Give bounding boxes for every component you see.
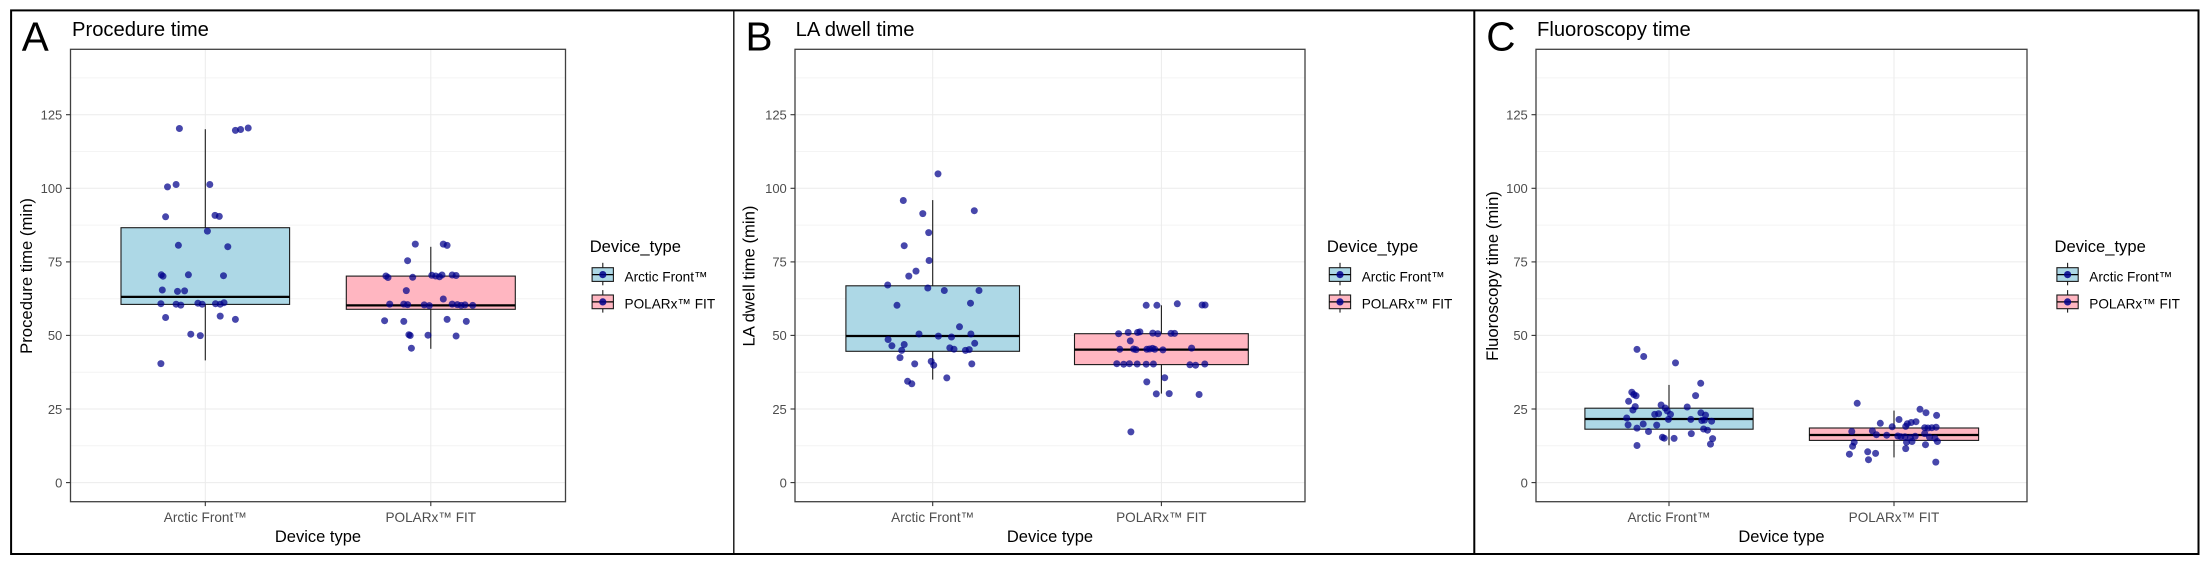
svg-text:75: 75 xyxy=(1513,255,1527,270)
svg-text:0: 0 xyxy=(1521,475,1528,490)
svg-text:Arctic Front™: Arctic Front™ xyxy=(1627,510,1710,525)
svg-text:Device_type: Device_type xyxy=(2055,237,2146,256)
svg-text:125: 125 xyxy=(41,108,63,123)
svg-text:Arctic Front™: Arctic Front™ xyxy=(2089,269,2172,284)
svg-text:Fluoroscopy time: Fluoroscopy time xyxy=(1537,19,1691,41)
svg-text:POLARx™ FIT: POLARx™ FIT xyxy=(1116,510,1207,525)
svg-text:Fluoroscopy time (min): Fluoroscopy time (min) xyxy=(1483,191,1502,361)
svg-text:75: 75 xyxy=(772,255,786,270)
svg-text:B: B xyxy=(746,13,773,59)
svg-text:100: 100 xyxy=(1506,181,1528,196)
svg-text:POLARx™ FIT: POLARx™ FIT xyxy=(1362,297,1453,312)
svg-text:Device type: Device type xyxy=(1738,528,1824,546)
svg-text:Device_type: Device_type xyxy=(1327,237,1418,256)
svg-text:100: 100 xyxy=(41,181,63,196)
svg-text:25: 25 xyxy=(1513,402,1527,417)
svg-text:0: 0 xyxy=(55,475,62,490)
svg-text:LA dwell time: LA dwell time xyxy=(796,19,915,41)
svg-text:50: 50 xyxy=(772,328,786,343)
svg-text:Device_type: Device_type xyxy=(590,237,681,256)
svg-text:POLARx™ FIT: POLARx™ FIT xyxy=(1849,510,1940,525)
svg-text:0: 0 xyxy=(780,475,787,490)
svg-text:Arctic Front™: Arctic Front™ xyxy=(164,510,247,525)
svg-text:POLARx™ FIT: POLARx™ FIT xyxy=(625,297,716,312)
svg-text:LA dwell time (min): LA dwell time (min) xyxy=(740,206,759,347)
svg-text:25: 25 xyxy=(48,402,62,417)
svg-text:25: 25 xyxy=(772,402,786,417)
svg-text:50: 50 xyxy=(48,328,62,343)
svg-text:100: 100 xyxy=(765,181,787,196)
svg-text:Device type: Device type xyxy=(275,528,361,546)
svg-text:50: 50 xyxy=(1513,328,1527,343)
svg-text:C: C xyxy=(1486,13,1515,59)
svg-text:POLARx™ FIT: POLARx™ FIT xyxy=(385,510,476,525)
svg-text:Arctic Front™: Arctic Front™ xyxy=(1362,269,1445,284)
svg-text:A: A xyxy=(22,13,49,59)
svg-text:Procedure time: Procedure time xyxy=(72,19,209,41)
svg-text:POLARx™ FIT: POLARx™ FIT xyxy=(2089,297,2180,312)
svg-text:Device type: Device type xyxy=(1007,528,1093,546)
svg-text:Arctic Front™: Arctic Front™ xyxy=(625,269,708,284)
svg-text:Procedure time (min): Procedure time (min) xyxy=(17,198,36,354)
svg-text:125: 125 xyxy=(1506,108,1528,123)
svg-text:Arctic Front™: Arctic Front™ xyxy=(891,510,974,525)
svg-text:75: 75 xyxy=(48,255,62,270)
svg-text:125: 125 xyxy=(765,108,787,123)
